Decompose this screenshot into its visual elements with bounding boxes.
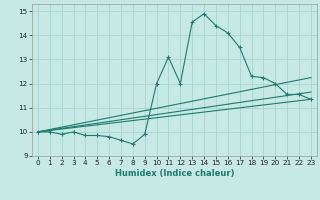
X-axis label: Humidex (Indice chaleur): Humidex (Indice chaleur) [115, 169, 234, 178]
